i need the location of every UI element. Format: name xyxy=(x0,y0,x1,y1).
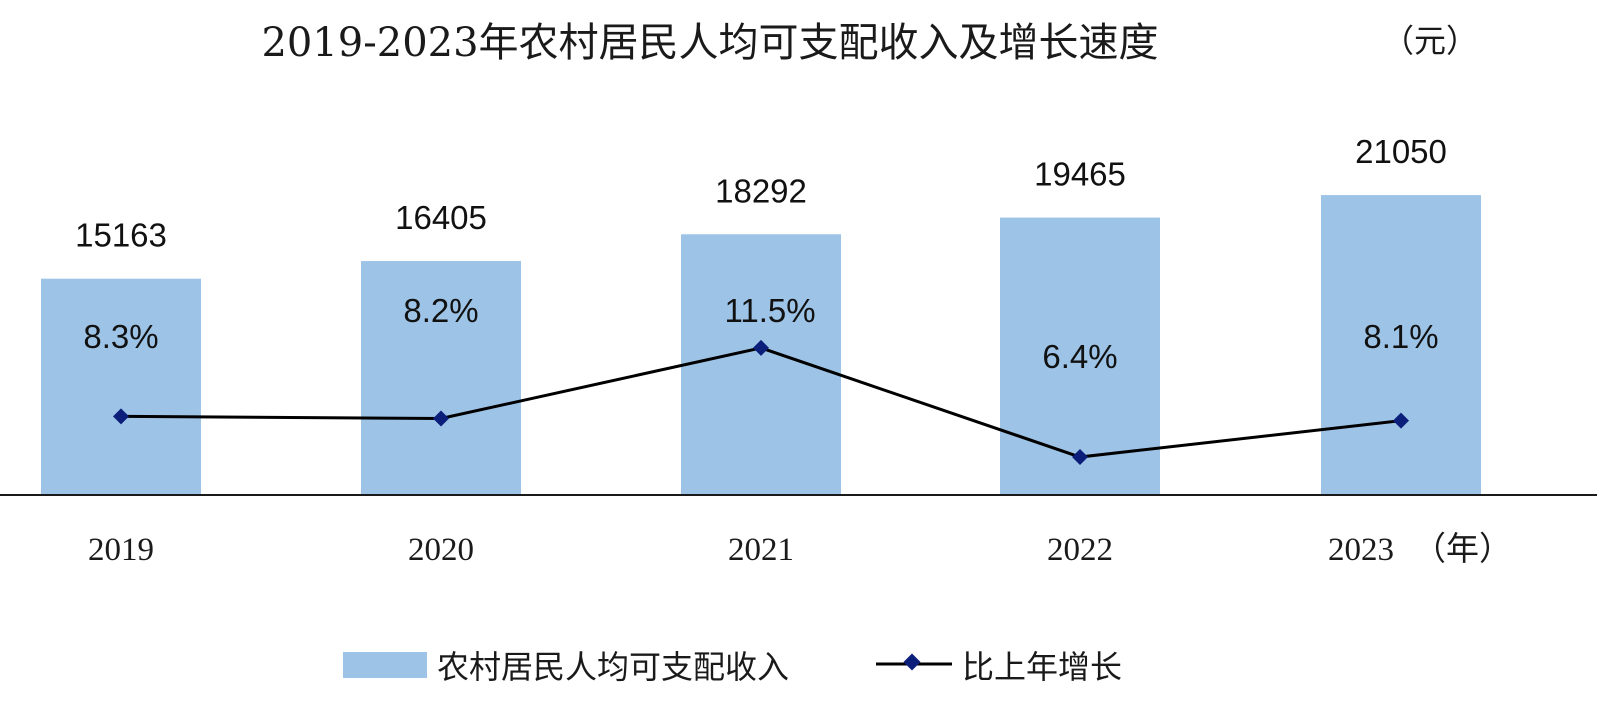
bar-2023 xyxy=(1321,195,1481,494)
growth-marker-2022 xyxy=(1072,449,1088,466)
bars-layer xyxy=(41,195,1481,495)
legend-swatch-income xyxy=(343,652,427,678)
bar-value-label-2021: 18292 xyxy=(715,172,807,209)
bar-2020 xyxy=(361,261,521,494)
x-tick-2019: 2019 xyxy=(88,532,154,568)
growth-marker-2021 xyxy=(753,339,769,356)
x-unit-label: （年） xyxy=(1413,531,1512,568)
bar-2019 xyxy=(41,278,201,494)
growth-marker-2020 xyxy=(433,410,449,427)
growth-value-label-2019: 8.3% xyxy=(83,318,158,355)
x-tick-2021: 2021 xyxy=(728,532,794,568)
chart-title: 2019-2023年农村居民人均可支配收入及增长速度 xyxy=(261,20,1158,66)
x-tick-2023: 2023 xyxy=(1328,532,1394,568)
bar-value-label-2020: 16405 xyxy=(395,199,487,236)
growth-value-label-2023: 8.1% xyxy=(1363,318,1438,355)
legend-swatch-growth-marker xyxy=(903,653,921,671)
x-tick-2020: 2020 xyxy=(408,532,474,568)
legend-label-income: 农村居民人均可支配收入 xyxy=(437,648,789,686)
y-unit-label: （元） xyxy=(1382,22,1478,60)
bar-value-label-2019: 15163 xyxy=(75,217,167,254)
legend: 农村居民人均可支配收入 比上年增长 xyxy=(343,648,1122,686)
bar-2022 xyxy=(1000,217,1160,495)
growth-value-label-2022: 6.4% xyxy=(1042,338,1117,375)
growth-value-label-2020: 8.2% xyxy=(403,292,478,329)
data-labels-layer: 15163 16405 18292 19465 21050 8.3% 8.2% 11.5% 6.… xyxy=(75,133,1447,375)
bar-value-label-2023: 21050 xyxy=(1355,133,1447,170)
bar-value-label-2022: 19465 xyxy=(1034,156,1126,193)
x-tick-2022: 2022 xyxy=(1047,532,1113,568)
x-tick-labels: 2019 2020 2021 2022 2023 （年） xyxy=(88,531,1512,568)
bar-2021 xyxy=(681,234,841,494)
legend-label-growth: 比上年增长 xyxy=(962,648,1122,686)
growth-line-layer xyxy=(113,339,1409,466)
growth-marker-2023 xyxy=(1393,412,1409,429)
growth-marker-2019 xyxy=(113,408,129,425)
growth-value-label-2021: 11.5% xyxy=(724,292,815,329)
